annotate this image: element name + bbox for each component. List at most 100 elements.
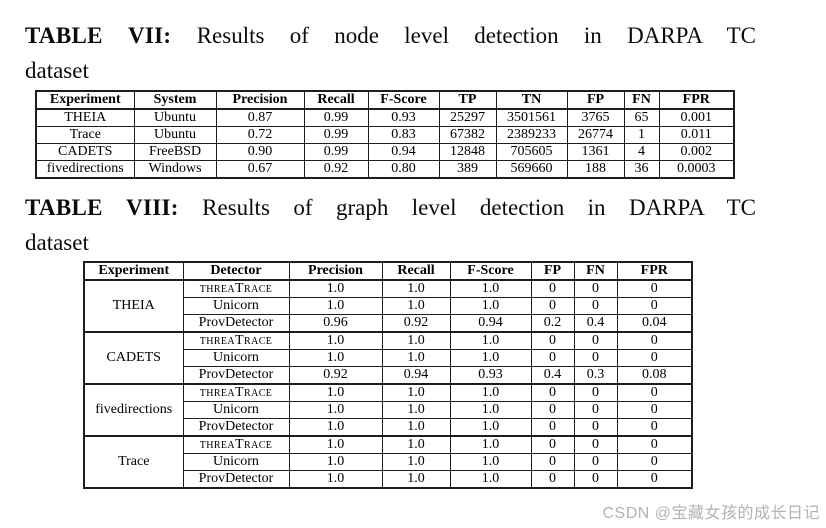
table-cell: 1 <box>623 126 660 144</box>
table-cell: 1.0 <box>449 418 532 437</box>
table-cell: 0 <box>573 383 618 402</box>
detector-cell: ProvDetector <box>182 314 290 333</box>
table8-caption-line2: dataset <box>25 230 89 255</box>
column-header-fn: FN <box>623 90 660 110</box>
table-cell: 1.0 <box>449 279 532 298</box>
table-cell: 0.4 <box>573 314 618 333</box>
detector-cell: threaTrace <box>182 435 290 454</box>
detector-cell: threaTrace <box>182 279 290 298</box>
table-cell: 0 <box>573 435 618 454</box>
table-cell: 0.94 <box>449 314 532 333</box>
experiment-cell: Trace <box>83 435 184 489</box>
table-row: Unicorn 1.0 1.0 1.0 0 0 0 <box>84 297 693 315</box>
table-row: ProvDetector 0.92 0.94 0.93 0.4 0.3 0.08 <box>84 366 693 385</box>
table-cell: 0.2 <box>530 314 575 333</box>
table-cell: 1.0 <box>288 279 383 298</box>
table-cell: 0.96 <box>288 314 383 333</box>
table-cell: 0 <box>530 331 575 350</box>
detector-cell: Unicorn <box>182 349 290 367</box>
detector-cell: ProvDetector <box>182 470 290 489</box>
table-cell: 0.67 <box>215 160 305 179</box>
table-cell: 0.002 <box>658 143 735 161</box>
table-cell: 0 <box>530 470 575 489</box>
experiment-cell: THEIA <box>83 279 184 333</box>
table-cell: 1.0 <box>449 453 532 471</box>
experiment-cell: CADETS <box>35 143 135 161</box>
table-cell: 0 <box>573 297 618 315</box>
column-header-system: System <box>133 90 217 110</box>
table-row: ProvDetector 1.0 1.0 1.0 0 0 0 <box>84 470 693 489</box>
detector-cell: threaTrace <box>182 383 290 402</box>
table-cell: 26774 <box>566 126 625 144</box>
table-cell: 0 <box>616 297 693 315</box>
table-cell: 2389233 <box>495 126 568 144</box>
table-cell: 1.0 <box>449 383 532 402</box>
table-cell: 0 <box>530 453 575 471</box>
node-level-results-table: Experiment System Precision Recall F-Sco… <box>35 90 735 179</box>
table-cell: 1.0 <box>381 349 451 367</box>
table-cell: 1.0 <box>381 383 451 402</box>
detector-cell: threaTrace <box>182 331 290 350</box>
table-cell: 188 <box>566 160 625 179</box>
table-cell: 0.3 <box>573 366 618 385</box>
column-header-fn: FN <box>573 261 618 281</box>
table-cell: 0.99 <box>303 108 369 127</box>
table-cell: 0 <box>616 383 693 402</box>
table-cell: 0 <box>616 349 693 367</box>
table-cell: 0.94 <box>381 366 451 385</box>
table-cell: 1.0 <box>288 331 383 350</box>
table-cell: 1.0 <box>449 331 532 350</box>
detector-cell: Unicorn <box>182 453 290 471</box>
column-header-tn: TN <box>495 90 568 110</box>
table-cell: 0 <box>530 435 575 454</box>
table-row: Unicorn 1.0 1.0 1.0 0 0 0 <box>84 401 693 419</box>
table-cell: 25297 <box>438 108 497 127</box>
column-header-tp: TP <box>438 90 497 110</box>
table-cell: 0 <box>573 279 618 298</box>
experiment-cell: Trace <box>35 126 135 144</box>
column-header-detector: Detector <box>182 261 290 281</box>
table-cell: 0.0003 <box>658 160 735 179</box>
table-cell: 0 <box>573 401 618 419</box>
table-cell: 1.0 <box>381 435 451 454</box>
table-cell: 0 <box>530 418 575 437</box>
column-header-experiment: Experiment <box>35 90 135 110</box>
graph-level-results-table: Experiment Detector Precision Recall F-S… <box>83 261 693 489</box>
table-cell: 0 <box>573 331 618 350</box>
table-cell: 1.0 <box>288 453 383 471</box>
column-header-recall: Recall <box>381 261 451 281</box>
table-cell: 0 <box>616 470 693 489</box>
table-cell: 0 <box>616 418 693 437</box>
table-row: Trace Ubuntu 0.72 0.99 0.83 67382 238923… <box>35 126 735 144</box>
table-cell: 3501561 <box>495 108 568 127</box>
table-cell: Windows <box>133 160 217 179</box>
column-header-precision: Precision <box>215 90 305 110</box>
table-cell: 0.87 <box>215 108 305 127</box>
table-cell: 0.94 <box>367 143 440 161</box>
table-cell: 1.0 <box>288 418 383 437</box>
table-cell: 1.0 <box>381 297 451 315</box>
table-cell: 1.0 <box>288 349 383 367</box>
column-header-fp: FP <box>566 90 625 110</box>
table-cell: 0.83 <box>367 126 440 144</box>
table-cell: 36 <box>623 160 660 179</box>
table-cell: 0.92 <box>288 366 383 385</box>
table-cell: 1.0 <box>449 470 532 489</box>
column-header-fscore: F-Score <box>367 90 440 110</box>
table-cell: 1.0 <box>381 331 451 350</box>
table-cell: 0.90 <box>215 143 305 161</box>
experiment-cell: fivedirections <box>35 160 135 179</box>
table-cell: 0 <box>530 401 575 419</box>
table7-caption-text: Results of node level detection in DARPA… <box>196 23 756 48</box>
table-row: Trace threaTrace 1.0 1.0 1.0 0 0 0 <box>83 435 693 489</box>
table-cell: 0 <box>573 418 618 437</box>
table-cell: 1361 <box>566 143 625 161</box>
detector-cell: ProvDetector <box>182 366 290 385</box>
table-cell: 0 <box>573 470 618 489</box>
table7-caption-label: TABLE VII: <box>25 23 172 48</box>
table-cell: 0.99 <box>303 143 369 161</box>
table-cell: 1.0 <box>381 453 451 471</box>
table-cell: 4 <box>623 143 660 161</box>
table-cell: Ubuntu <box>133 126 217 144</box>
detector-cell: Unicorn <box>182 297 290 315</box>
